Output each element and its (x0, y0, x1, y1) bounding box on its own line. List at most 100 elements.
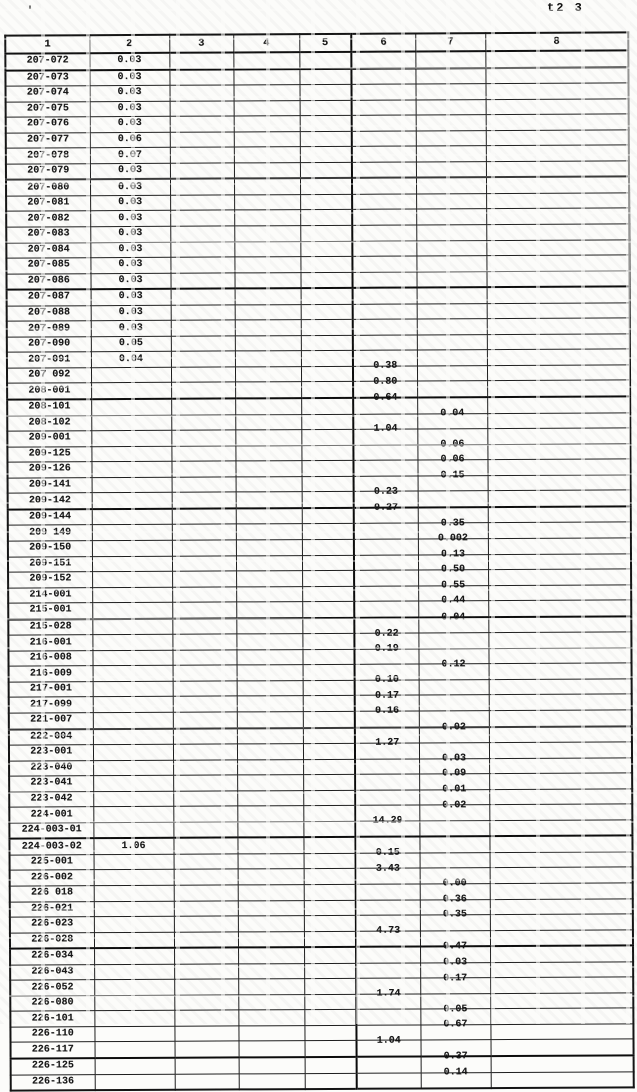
cell-value: 0.35 (442, 909, 467, 921)
cell-value: 0.03 (117, 165, 142, 177)
cell-value: 0.10 (374, 674, 399, 686)
row-cell-col5 (304, 1056, 357, 1074)
cell-value: 0.37 (443, 1051, 468, 1063)
row-cell-col6 (353, 538, 418, 555)
row-cell-col6 (352, 303, 417, 320)
row-cell-col4 (236, 586, 303, 603)
row-cell-col3 (172, 570, 237, 587)
row-cell-col6 (356, 1056, 421, 1073)
row-cell-col3 (172, 634, 237, 651)
row-cell-col4 (236, 570, 303, 587)
row-cell-col8 (490, 977, 634, 994)
row-cell-col8 (485, 98, 629, 115)
row-cell-col4 (236, 680, 303, 697)
cell-value: 4.73 (376, 925, 401, 937)
cell-value: 0.06 (440, 454, 465, 466)
row-cell-col7 (415, 177, 487, 194)
row-cell-col2: 1.06 (93, 838, 174, 855)
row-cell-col3 (173, 869, 238, 886)
row-cell-col8 (489, 835, 633, 853)
row-code: 217-001 (8, 681, 93, 698)
row-cell-col3 (169, 85, 234, 101)
row-cell-col8 (487, 522, 631, 539)
row-cell-col6 (352, 287, 417, 305)
row-cell-col3 (169, 68, 234, 86)
row-cell-col3 (172, 665, 237, 682)
row-cell-col8 (485, 176, 630, 194)
row-cell-col6: 0.27 (353, 503, 418, 524)
row-code: 223-001 (8, 744, 94, 761)
row-cell-col5 (300, 271, 353, 289)
row-cell-col6 (354, 601, 419, 618)
column-header: 7 (415, 33, 486, 52)
row-cell-col3 (173, 821, 238, 839)
row-cell-col6: 3.43 (355, 863, 420, 885)
cell-value: 0.80 (373, 376, 398, 388)
cell-value: 0.23 (373, 486, 398, 498)
row-cell-col4 (235, 445, 302, 462)
row-cell-col2 (91, 445, 172, 462)
cell-value: 0.19 (374, 643, 399, 655)
row-cell-col2: 0.03 (89, 85, 170, 102)
cell-value: 0.01 (442, 784, 467, 796)
row-code: 208-101 (7, 399, 92, 416)
row-cell-col2: 0.03 (89, 52, 170, 70)
row-code: 215-001 (8, 602, 93, 620)
row-code: 224-001 (9, 806, 94, 823)
row-cell-col5 (304, 946, 357, 964)
cell-value: 0.00 (442, 878, 467, 890)
row-cell-col8 (486, 364, 631, 382)
row-cell-col3 (170, 272, 235, 289)
row-cell-col5 (301, 460, 354, 477)
row-code: 225-001 (9, 854, 94, 871)
row-cell-col8 (487, 380, 631, 398)
row-cell-col5 (300, 304, 353, 320)
row-cell-col8 (490, 1008, 634, 1025)
cell-value: 0.14 (443, 1067, 468, 1079)
row-cell-col8 (488, 568, 632, 586)
row-code: 209 149 (7, 525, 92, 542)
row-code: 226-021 (9, 901, 94, 918)
row-cell-col3 (171, 461, 236, 478)
row-cell-col8 (490, 1071, 634, 1089)
row-cell-col5 (303, 790, 356, 806)
cell-value: 0.03 (118, 291, 143, 303)
cell-value: 0.15 (440, 470, 465, 482)
row-cell-col7 (416, 240, 487, 257)
row-cell-col3 (173, 759, 238, 776)
scan-artifact: ' (27, 6, 34, 17)
row-cell-col3 (171, 398, 236, 415)
row-cell-col5 (302, 711, 355, 728)
row-code: 207-073 (5, 69, 90, 87)
cell-value: 0.12 (441, 658, 466, 670)
row-cell-col6 (356, 962, 421, 979)
row-cell-col2: 0.03 (90, 226, 171, 243)
row-cell-col4 (235, 476, 302, 493)
row-cell-col6: 14.29 (355, 816, 420, 838)
column-header: 1 (5, 35, 90, 54)
row-cell-col4 (234, 241, 301, 258)
row-cell-col2 (91, 555, 173, 572)
cell-value: 0.03 (117, 118, 142, 130)
row-cell-col6: 1.74 (356, 989, 421, 1010)
row-cell-col5 (302, 585, 355, 602)
table-body: 207-072 0.03 207-073 0.03 207-074 0.03 207-075… (5, 50, 634, 1091)
row-cell-col7: 0.67 (420, 1019, 491, 1041)
row-cell-col4 (236, 649, 303, 666)
row-cell-col2: 0.03 (89, 116, 170, 133)
row-cell-col2: 0.04 (90, 351, 171, 368)
row-cell-col6 (352, 209, 417, 226)
row-cell-col7 (416, 318, 487, 335)
row-cell-col6 (352, 271, 417, 289)
row-cell-col5 (302, 649, 355, 665)
row-cell-col4 (237, 884, 304, 901)
row-cell-col3 (171, 539, 236, 556)
row-cell-col8 (487, 474, 631, 491)
row-cell-col8 (487, 537, 631, 555)
row-cell-col2: 0.03 (90, 195, 171, 212)
row-code: 207-089 (6, 320, 91, 337)
row-cell-col6 (352, 225, 417, 241)
cell-value: 0.04 (441, 612, 466, 624)
row-cell-col4 (237, 837, 304, 854)
row-cell-col6 (355, 774, 420, 791)
